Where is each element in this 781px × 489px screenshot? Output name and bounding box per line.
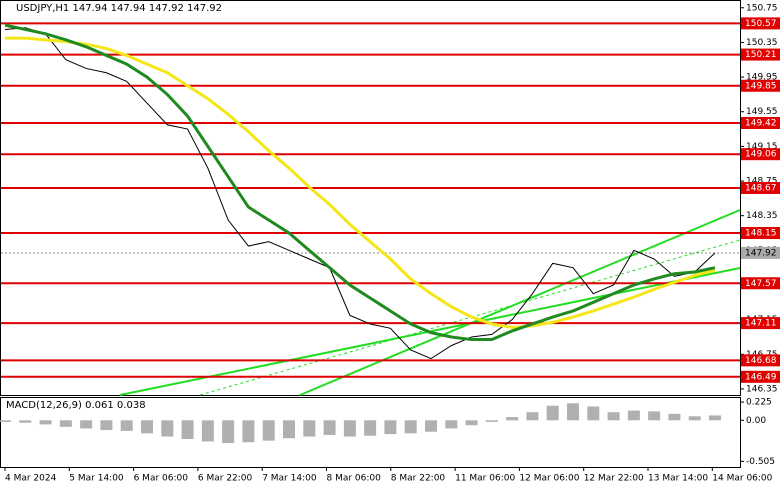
level-tag xyxy=(741,317,780,330)
level-label: 150.57 xyxy=(745,19,777,29)
macd-bar xyxy=(364,420,377,436)
x-tick-label: 8 Mar 22:00 xyxy=(391,474,446,484)
macd-bar xyxy=(343,420,356,437)
macd-bar xyxy=(506,417,519,421)
macd-title: MACD(12,26,9) 0.061 0.038 xyxy=(6,400,146,411)
macd-bar xyxy=(627,410,640,421)
level-label: 147.57 xyxy=(745,279,777,289)
macd-bar xyxy=(283,420,295,439)
x-tick-label: 12 Mar 06:00 xyxy=(519,474,579,484)
macd-tick-label: 0.00 xyxy=(746,416,766,426)
macd-bar xyxy=(607,412,620,421)
macd-bar xyxy=(222,420,235,444)
macd-bar xyxy=(19,420,32,423)
level-tag xyxy=(741,17,780,30)
price-line xyxy=(4,27,716,360)
level-label: 150.21 xyxy=(745,50,777,60)
level-label: 149.85 xyxy=(745,81,777,91)
macd-tick-label: -0.505 xyxy=(746,457,775,467)
level-tag xyxy=(741,117,780,130)
last-price-label: 147.92 xyxy=(745,248,777,258)
macd-bar xyxy=(242,420,255,443)
macd-bar xyxy=(303,420,316,437)
macd-bar xyxy=(59,420,72,427)
macd-bar xyxy=(201,420,214,442)
level-tag xyxy=(741,181,780,194)
y-tick-label: 148.35 xyxy=(746,211,778,221)
level-tag xyxy=(741,227,780,240)
y-tick-label: 146.35 xyxy=(746,384,778,394)
macd-bar xyxy=(39,420,52,425)
level-tag xyxy=(741,277,780,290)
macd-bar xyxy=(384,420,397,435)
macd-bar xyxy=(648,411,661,421)
macd-bar xyxy=(688,416,701,421)
y-tick-label: 150.35 xyxy=(746,38,778,48)
macd-bar xyxy=(425,420,437,432)
macd-bar xyxy=(141,420,153,434)
chart-title: USDJPY,H1 147.94 147.94 147.92 147.92 xyxy=(16,3,222,14)
level-label: 146.68 xyxy=(745,356,777,366)
macd-bar xyxy=(262,420,275,441)
x-tick-label: 14 Mar 06:00 xyxy=(712,474,772,484)
macd-bar xyxy=(161,420,174,437)
macd-bar xyxy=(465,420,478,426)
price-panel xyxy=(0,0,741,396)
macd-bar xyxy=(709,415,721,421)
macd-tick-label: 0.225 xyxy=(746,398,772,408)
macd-bar xyxy=(587,406,600,421)
x-tick-label: 13 Mar 14:00 xyxy=(648,474,708,484)
x-tick-label: 6 Mar 22:00 xyxy=(198,474,253,484)
level-label: 146.49 xyxy=(745,372,777,382)
level-tag xyxy=(741,370,780,383)
macd-bar xyxy=(80,420,93,429)
x-tick-label: 11 Mar 06:00 xyxy=(455,474,515,484)
y-tick-label: 149.95 xyxy=(746,73,778,83)
macd-bar xyxy=(181,420,194,439)
macd-bar xyxy=(546,405,559,421)
last-price-tag xyxy=(741,246,780,259)
level-label: 148.67 xyxy=(745,183,777,193)
level-label: 148.15 xyxy=(745,229,777,239)
level-tag xyxy=(741,79,780,92)
level-tag xyxy=(741,48,780,61)
channel-line xyxy=(299,209,741,396)
macd-bar xyxy=(485,420,498,422)
y-tick-label: 148.75 xyxy=(746,177,778,187)
macd-bar xyxy=(668,413,681,421)
price-line xyxy=(5,36,716,329)
macd-bar xyxy=(445,420,458,429)
level-label: 149.42 xyxy=(745,119,777,129)
x-tick-label: 6 Mar 06:00 xyxy=(134,474,189,484)
macd-bar xyxy=(100,420,113,431)
level-label: 149.06 xyxy=(745,150,777,160)
x-tick-label: 12 Mar 22:00 xyxy=(584,474,644,484)
x-tick-label: 4 Mar 2024 xyxy=(5,474,57,484)
level-label: 147.11 xyxy=(745,319,777,329)
macd-bar xyxy=(323,420,336,435)
macd-bar xyxy=(526,412,539,421)
macd-bar xyxy=(0,420,11,422)
level-tag xyxy=(741,148,780,161)
x-tick-label: 8 Mar 06:00 xyxy=(327,474,382,484)
x-tick-label: 7 Mar 14:00 xyxy=(262,474,317,484)
y-tick-label: 150.75 xyxy=(746,3,778,13)
x-tick-label: 5 Mar 14:00 xyxy=(69,474,124,484)
y-tick-label: 149.55 xyxy=(746,107,778,117)
y-tick-label: 149.15 xyxy=(746,142,778,152)
channel-mid xyxy=(199,239,741,396)
price-line xyxy=(4,23,716,342)
macd-bar xyxy=(120,420,133,431)
level-tag xyxy=(741,354,780,367)
macd-bar xyxy=(567,403,579,421)
macd-panel xyxy=(0,397,741,468)
macd-bar xyxy=(404,420,417,434)
